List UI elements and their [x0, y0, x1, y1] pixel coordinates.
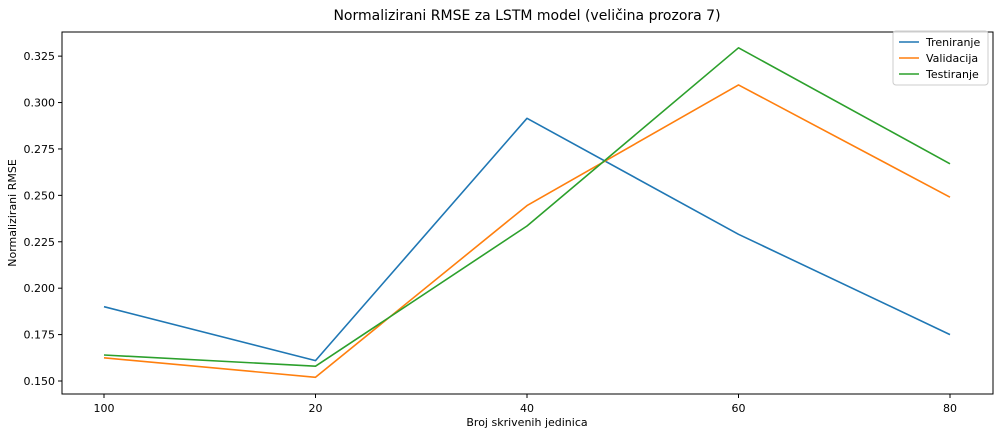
y-tick-label: 0.200: [24, 282, 56, 295]
y-tick-label: 0.150: [24, 375, 56, 388]
y-tick-label: 0.225: [24, 236, 56, 249]
x-tick-label: 80: [943, 402, 957, 415]
x-tick-label: 60: [732, 402, 746, 415]
y-tick-label: 0.275: [24, 143, 56, 156]
y-tick-label: 0.250: [24, 189, 56, 202]
x-tick-label: 100: [94, 402, 115, 415]
chart-title: Normalizirani RMSE za LSTM model (veliči…: [333, 8, 720, 24]
x-tick-label: 20: [309, 402, 323, 415]
legend-label: Validacija: [926, 52, 978, 65]
series-line-treniranje: [103, 117, 951, 362]
y-axis-label: Normalizirani RMSE: [6, 159, 19, 267]
y-tick-label: 0.325: [24, 50, 56, 63]
legend-label: Treniranje: [925, 36, 980, 49]
series-lines: [103, 46, 951, 379]
series-line-validacija: [103, 84, 951, 379]
y-axis-ticks: 0.150 0.175 0.200 0.225 0.250 0.275 0.300 0.325: [24, 50, 62, 388]
y-tick-label: 0.300: [24, 97, 56, 110]
x-axis-label: Broj skrivenih jedinica: [466, 416, 587, 429]
plot-frame: [61, 31, 994, 395]
plot-area: 0.150 0.175 0.200 0.225 0.250 0.275 0.300 0.325…: [24, 31, 994, 415]
legend: Treniranje Validacija Testiranje: [892, 30, 989, 86]
x-tick-label: 40: [520, 402, 534, 415]
series-line-testiranje: [103, 46, 951, 368]
x-axis-ticks: 100 20 40 60 80: [94, 394, 957, 415]
legend-label: Testiranje: [925, 68, 979, 81]
y-tick-label: 0.175: [24, 329, 56, 342]
legend-box: [892, 30, 989, 86]
